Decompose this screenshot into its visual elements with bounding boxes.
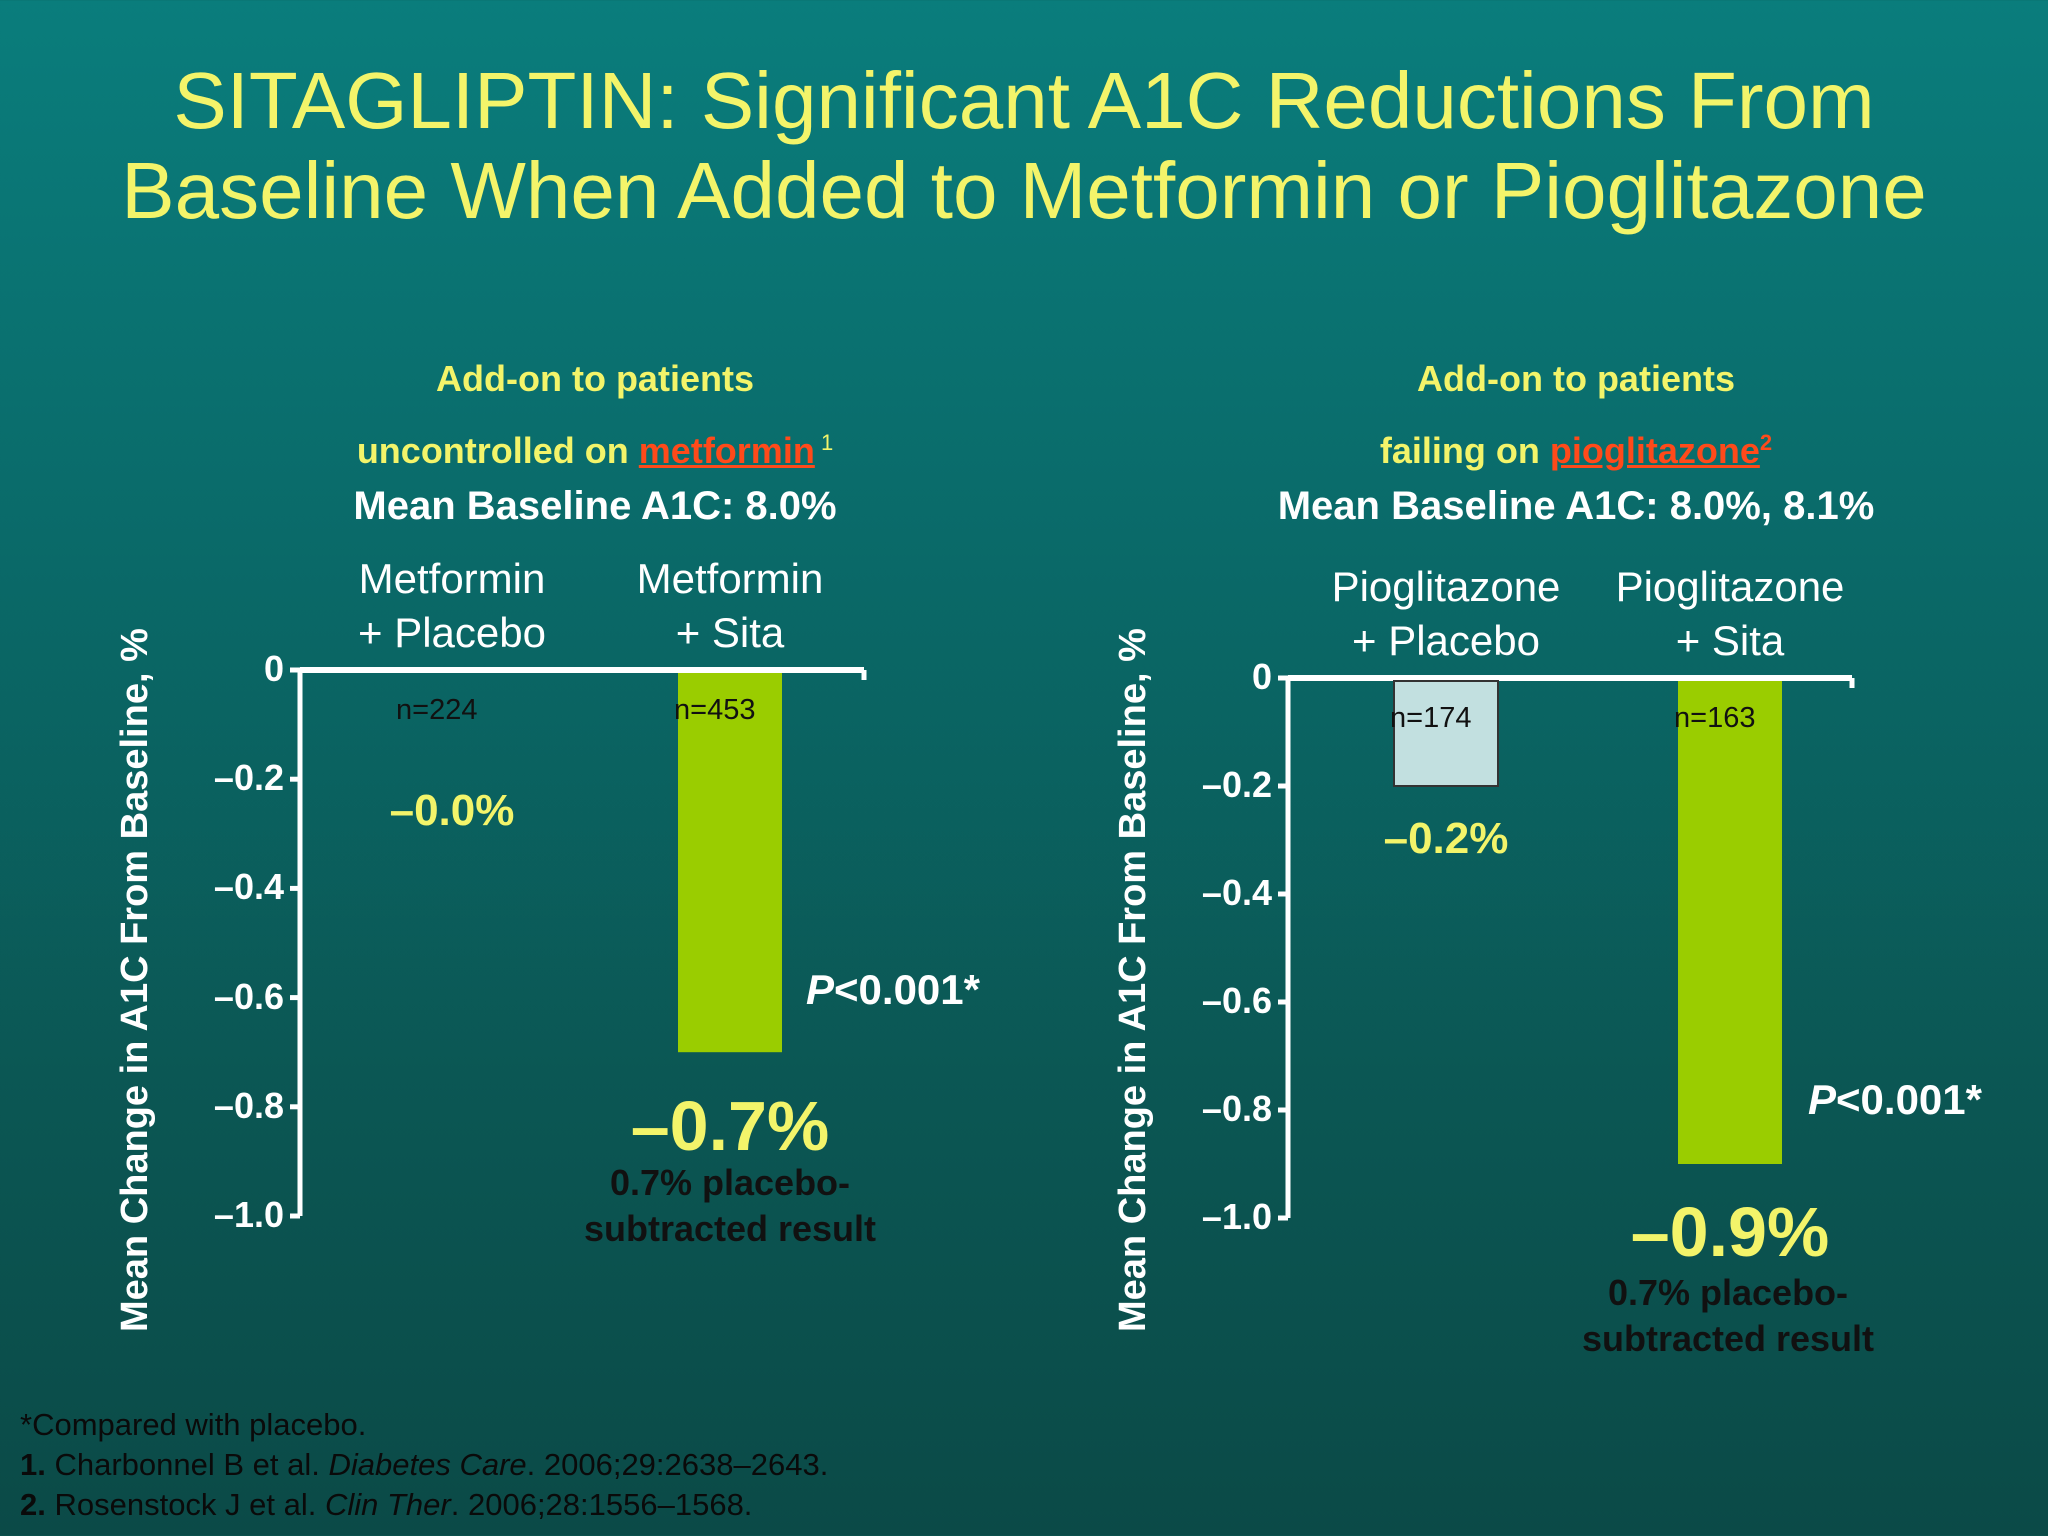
title-line-1: SITAGLIPTIN: Significant A1C Reductions … [173, 56, 1875, 145]
p-value: P<0.001* [806, 966, 980, 1013]
panel-heading-1: Add-on to patients [1417, 358, 1735, 399]
panel-heading-2: uncontrolled on metformin 1 [0, 430, 1190, 472]
y-tick-label: –0.4 [213, 866, 284, 908]
y-tick-label: –0.6 [213, 975, 284, 1017]
slide-title: SITAGLIPTIN: Significant A1C Reductions … [0, 56, 2048, 236]
footnote-ref-1: 1. Charbonnel B et al. Diabetes Care. 20… [20, 1447, 829, 1482]
placebo-subtracted-note: 0.7% placebo-subtracted result [1581, 1272, 1875, 1359]
n-label: n=163 [1674, 702, 1756, 734]
category-label: Metformin + Placebo [358, 555, 546, 656]
bar-value-label: –0.9% [1630, 1193, 1830, 1271]
reference-marker: 2 [1759, 430, 1773, 455]
title-line-2: Baseline When Added to Metformin or Piog… [121, 146, 1927, 235]
bar-value-label: –0.2% [1383, 814, 1509, 863]
heading-prefix: failing on [1379, 430, 1550, 471]
y-tick-label: –1.0 [213, 1194, 284, 1235]
y-tick-label: –0.8 [1201, 1088, 1272, 1129]
drug-name-link[interactable]: metformin [638, 430, 815, 471]
sita-bar [678, 673, 782, 1053]
n-label: n=174 [1390, 702, 1472, 734]
category-label: Pioglitazone + Sita [1615, 563, 1845, 664]
footnote-ref-2: 2. Rosenstock J et al. Clin Ther. 2006;2… [20, 1487, 753, 1522]
p-value: P<0.001* [1808, 1076, 1982, 1123]
y-tick-label: –0.2 [1201, 764, 1272, 805]
footnote-star: *Compared with placebo. [20, 1407, 367, 1442]
sita-bar [1678, 681, 1782, 1164]
panel-heading-2: failing on pioglitazone2 [1076, 430, 2048, 472]
category-label: Pioglitazone + Placebo [1331, 563, 1561, 664]
n-label: n=453 [674, 694, 756, 726]
category-label: Metformin + Sita [636, 555, 824, 656]
y-tick-label: 0 [263, 648, 284, 689]
y-tick-label: –0.6 [1201, 980, 1272, 1021]
y-tick-label: –1.0 [1201, 1196, 1272, 1237]
heading-prefix: uncontrolled on [356, 430, 639, 471]
baseline-label: Mean Baseline A1C: 8.0%, 8.1% [1277, 484, 1875, 528]
y-tick-label: –0.2 [213, 757, 284, 799]
bar-value-label: –0.0% [389, 786, 515, 835]
n-label: n=224 [396, 694, 478, 726]
panel-heading-1: Add-on to patients [436, 358, 754, 399]
reference-marker: 1 [820, 430, 834, 455]
y-tick-label: –0.8 [213, 1084, 284, 1126]
baseline-label: Mean Baseline A1C: 8.0% [353, 484, 837, 528]
placebo-bar [1393, 680, 1499, 787]
y-tick-label: –0.4 [1201, 872, 1272, 913]
y-tick-label: 0 [1251, 656, 1272, 697]
placebo-subtracted-note: 0.7% placebo-subtracted result [583, 1162, 877, 1249]
bar-value-label: –0.7% [630, 1087, 830, 1165]
drug-name-link[interactable]: pioglitazone [1549, 430, 1760, 471]
